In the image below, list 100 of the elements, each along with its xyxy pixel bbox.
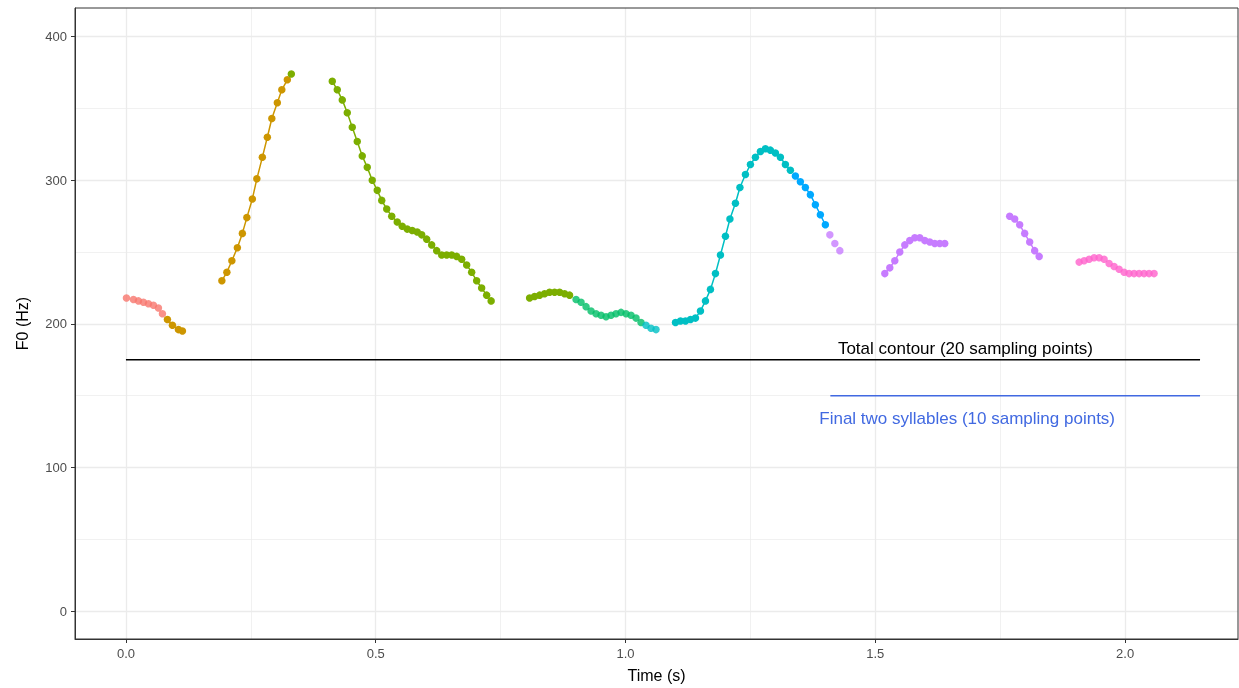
point (223, 268, 231, 276)
point (398, 222, 406, 230)
point (826, 231, 834, 239)
point (796, 177, 805, 186)
point (273, 99, 282, 107)
point (482, 291, 491, 299)
point (363, 163, 371, 172)
point (387, 212, 396, 220)
y-axis-title: F0 (Hz) (13, 296, 31, 351)
point (487, 297, 495, 305)
y-tick-label: 400 (45, 29, 67, 45)
point (711, 269, 720, 278)
point (632, 314, 640, 322)
point (393, 218, 401, 226)
point (771, 149, 780, 157)
point (746, 160, 755, 169)
point (1150, 269, 1158, 278)
point (253, 175, 261, 183)
point (1020, 229, 1029, 238)
point (432, 246, 441, 255)
point (831, 239, 839, 248)
x-tick-label: 2.0 (1116, 646, 1135, 661)
point (233, 244, 242, 252)
point (1015, 221, 1024, 229)
point (178, 327, 187, 335)
point (154, 304, 163, 312)
point (701, 297, 710, 305)
x-tick-label: 0.5 (366, 646, 385, 661)
point (328, 77, 337, 85)
point (806, 190, 815, 199)
point (333, 86, 342, 94)
point (886, 264, 894, 272)
y-tick-label: 200 (45, 316, 67, 332)
point (343, 109, 352, 117)
y-tick-label: 0 (59, 603, 67, 619)
point (721, 232, 730, 241)
point (691, 314, 700, 322)
point (417, 231, 426, 239)
point (696, 307, 705, 315)
point (248, 195, 257, 203)
point (472, 277, 481, 285)
point (1010, 215, 1019, 223)
point (791, 172, 800, 180)
point (243, 213, 251, 222)
point (776, 153, 785, 162)
point (1100, 255, 1108, 263)
point (477, 284, 486, 292)
point (358, 152, 366, 160)
point (941, 239, 949, 248)
point (382, 205, 391, 213)
x-tick-label: 1.5 (866, 646, 885, 661)
point (462, 261, 471, 269)
point (278, 86, 286, 94)
x-tick-label: 0.0 (116, 646, 135, 661)
point (816, 211, 825, 219)
point (377, 196, 386, 205)
point (736, 183, 744, 192)
point (726, 215, 734, 223)
point (368, 176, 376, 185)
series-label: Final two syllables (10 sampling points) (819, 408, 1116, 428)
point (731, 199, 740, 208)
point (811, 200, 820, 209)
point (781, 160, 790, 169)
point (122, 294, 131, 302)
point (373, 186, 381, 195)
series-label: Total contour (20 sampling points) (837, 338, 1094, 358)
point (338, 96, 347, 104)
point (821, 221, 830, 229)
point (268, 114, 276, 123)
point (258, 153, 267, 162)
point (706, 285, 715, 294)
point (228, 256, 236, 265)
point (577, 298, 585, 307)
point (348, 123, 357, 131)
point (218, 277, 226, 285)
point (457, 255, 466, 263)
y-tick-label: 300 (45, 172, 67, 188)
point (158, 310, 167, 318)
point (741, 170, 750, 179)
point (786, 166, 795, 174)
point (716, 251, 725, 259)
point (896, 248, 904, 256)
point (168, 321, 177, 330)
y-tick-label: 100 (45, 459, 67, 475)
point (467, 268, 476, 276)
point (1030, 246, 1039, 255)
point (1025, 238, 1034, 246)
point (353, 137, 362, 146)
point (801, 183, 810, 192)
x-tick-label: 1.0 (616, 646, 635, 661)
point (582, 302, 590, 311)
point (163, 315, 172, 324)
point (1035, 252, 1043, 261)
point (263, 133, 272, 141)
point (652, 325, 660, 334)
point (751, 153, 760, 162)
point (427, 241, 436, 249)
point (836, 246, 844, 255)
x-axis-title: Time (s) (627, 666, 686, 684)
point (238, 229, 247, 238)
